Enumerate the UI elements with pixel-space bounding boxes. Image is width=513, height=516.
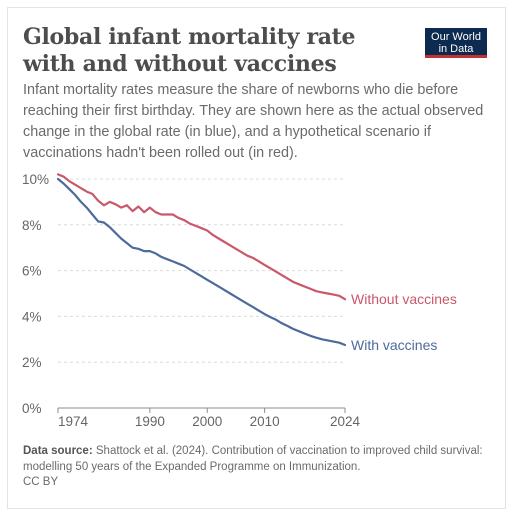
gridlines (58, 178, 345, 363)
x-tick-label: 1990 (135, 414, 165, 429)
series-label-with-vaccines: With vaccines (351, 337, 437, 353)
chart-footer: Data source: Shattock et al. (2024). Con… (23, 444, 493, 491)
owid-logo[interactable]: Our World in Data (425, 28, 487, 58)
x-axis: 1974 1990 2000 2010 2024 (57, 407, 361, 429)
chart-subtitle: Infant mortality rates measure the share… (23, 82, 484, 161)
source-note: Data source: Shattock et al. (2024). Con… (23, 444, 493, 475)
y-tick-label: 0% (22, 401, 42, 416)
logo-line-1: Our World (431, 31, 481, 43)
y-tick-label: 4% (22, 309, 42, 324)
x-tick-label: 1974 (58, 414, 89, 429)
license-text[interactable]: CC BY (23, 476, 59, 488)
y-tick-label: 8% (22, 218, 42, 233)
x-tick-label: 2010 (250, 414, 280, 429)
x-tick-label: 2024 (330, 414, 361, 429)
source-text: Shattock et al. (2024). Contribution of … (23, 445, 483, 473)
chart-title: Global infant mortality rate with and wi… (23, 24, 356, 77)
source-label: Data source: (23, 445, 93, 457)
line-chart: 0% 2% 4% 6% 8% 10% 1974 1990 2000 2010 2024 Witho… (22, 172, 457, 429)
series-label-without-vaccines: Without vaccines (351, 291, 457, 307)
series-lines (56, 173, 347, 347)
x-tick-label: 2000 (192, 414, 222, 429)
series-line-without-vaccines[interactable] (56, 173, 347, 301)
y-tick-label: 6% (22, 264, 42, 279)
y-tick-label: 10% (22, 172, 49, 187)
logo-line-2: in Data (438, 43, 474, 55)
series-labels: Without vaccines With vaccines (351, 291, 457, 353)
series-line-with-vaccines[interactable] (56, 177, 347, 347)
chart-frame (7, 7, 506, 509)
y-tick-label: 2% (22, 355, 42, 370)
y-axis-ticks: 0% 2% 4% 6% 8% 10% (22, 172, 49, 416)
